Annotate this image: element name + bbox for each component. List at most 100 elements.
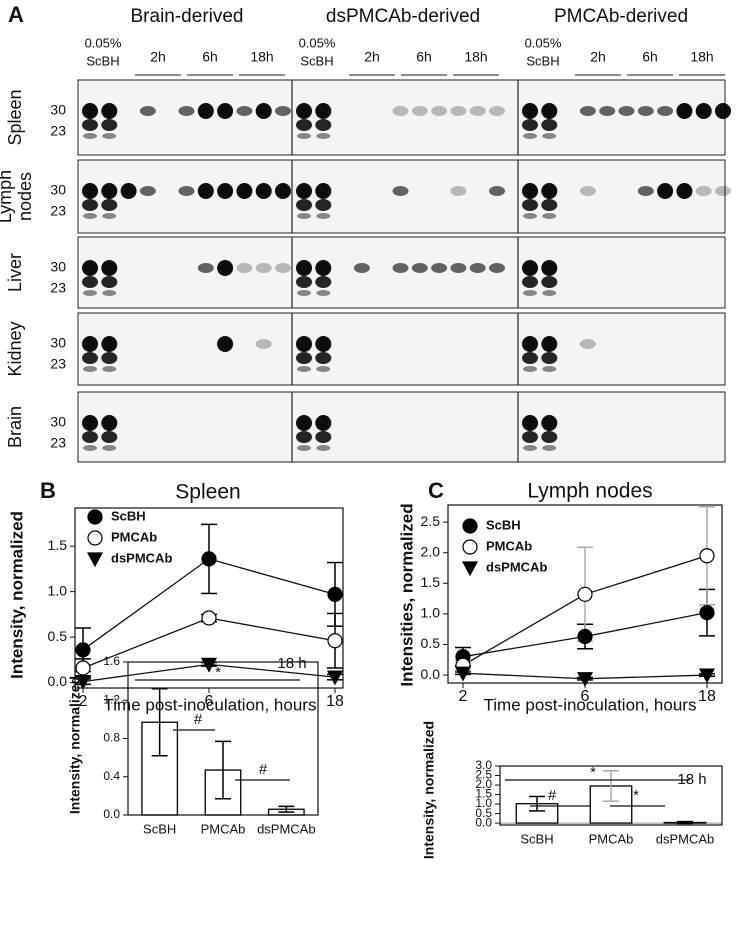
lane-header: 18h [250,49,273,65]
band [217,103,234,119]
band [522,119,538,131]
blot-frame [77,79,726,156]
y-tick-label: 0.0 [48,673,68,689]
legend-label: PMCAb [486,538,532,553]
band [217,336,234,352]
lane-header: ScBH [86,53,119,68]
y-tick-label: 0.5 [475,806,492,820]
band [315,199,332,211]
panel-letter: B [40,478,56,503]
y-tick-label: 1.5 [421,574,441,590]
y-tick-label: 1.0 [475,796,492,810]
blot-frame [77,312,726,386]
size-marker: 30 [50,414,66,430]
y-axis-label: Intensity, normalized [67,676,83,814]
band [236,263,253,273]
band [315,260,332,276]
band [255,339,272,349]
size-marker: 23 [50,280,66,296]
panel-letter: A [8,2,24,27]
band [541,431,558,443]
band [236,183,253,199]
y-tick-label: 2.0 [475,777,492,791]
row-label: Brain [5,406,25,448]
y-axis-label: Intensities, normalized [397,503,416,686]
x-axis-label: Time post-inoculation, hours [484,695,697,714]
band [102,366,117,372]
band [197,103,214,119]
group-title: dsPMCAb-derived [326,6,480,27]
band [541,415,558,431]
band [102,213,117,219]
band [542,213,557,219]
band [83,133,97,139]
band [101,103,118,119]
legend-marker [461,561,479,577]
band [431,263,448,273]
size-marker: 23 [50,123,66,139]
band [82,336,98,352]
legend-marker [462,539,478,555]
band [542,133,557,139]
row-label: nodes [15,172,35,221]
band [542,366,557,372]
band [315,352,332,364]
marker [326,670,344,686]
lane-header: 18h [690,49,713,65]
marker [201,610,217,626]
band [676,103,693,119]
band [82,431,98,443]
band [450,186,467,196]
band [82,352,98,364]
band [450,106,467,116]
band [296,119,312,131]
y-tick-label: 0.8 [103,731,120,745]
band [82,103,98,119]
y-tick-label: 0.0 [475,815,492,829]
marker [327,586,343,602]
y-tick-label: 1.2 [103,692,120,706]
band [275,183,291,199]
size-marker: 30 [50,102,66,118]
band [541,260,558,276]
band [101,119,118,131]
band [178,106,195,116]
y-tick-label: 0.0 [103,807,120,821]
band [120,183,137,199]
x-tick-label: ScBH [520,831,553,846]
annotation: * [633,787,639,804]
lane-header: 0.05% [85,35,122,50]
annotation: 18 h [277,655,306,672]
band [296,276,312,288]
band [101,415,118,431]
marker [454,666,472,682]
blot-frame [77,391,726,463]
y-tick-label: 3.0 [475,758,492,772]
band [82,199,98,211]
band [217,260,234,276]
band [315,431,332,443]
band [255,103,272,119]
band [82,276,98,288]
band [523,445,537,451]
band [522,183,538,199]
band [316,445,331,451]
band [657,183,674,199]
y-tick-label: 1.0 [48,582,68,598]
band [255,263,272,273]
y-tick-label: 2.5 [475,768,492,782]
band [392,186,409,196]
band [296,415,312,431]
legend-marker [86,552,104,568]
band [523,290,537,296]
band [275,263,291,273]
band [579,339,596,349]
lane-header: 2h [150,49,166,65]
band [83,366,97,372]
plot-frame [499,765,723,826]
band [431,106,448,116]
band [101,199,118,211]
band [541,103,558,119]
lane-header: 6h [202,49,218,65]
annotation: * [215,664,221,681]
